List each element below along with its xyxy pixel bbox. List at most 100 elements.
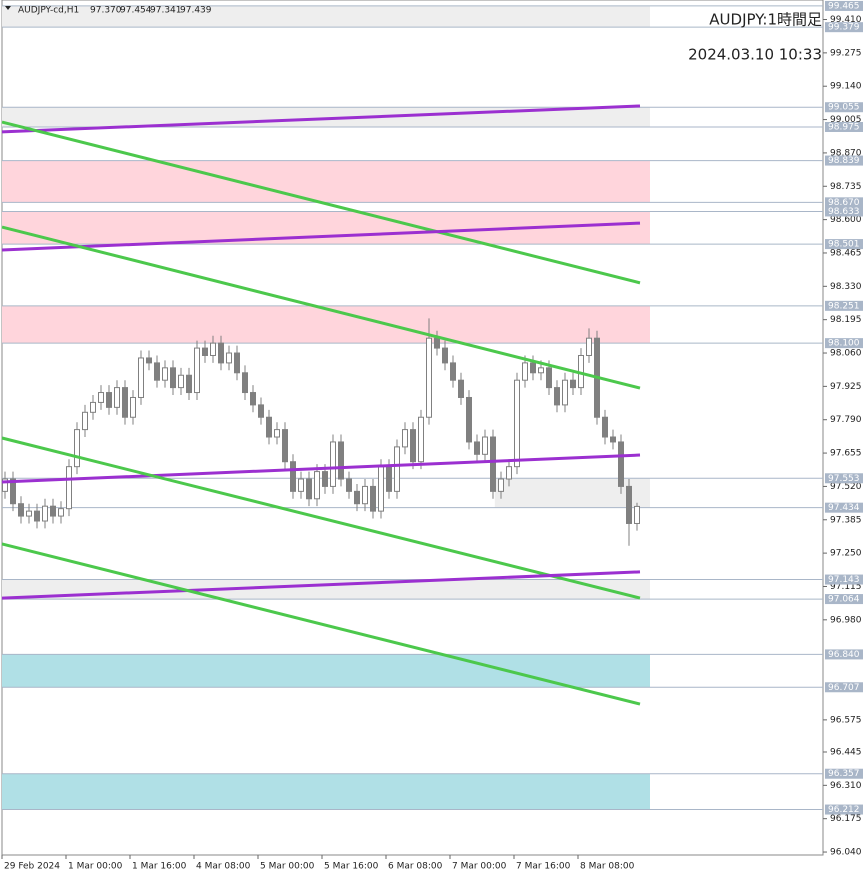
y-tick-label: 97.115 <box>830 582 862 592</box>
trend-line <box>1 436 641 600</box>
candle-body <box>178 374 184 389</box>
y-tick-label: 98.195 <box>830 315 862 325</box>
candle-body <box>10 478 16 505</box>
y-tick-label: 99.005 <box>830 115 862 125</box>
level-label-box <box>825 102 863 113</box>
level-label: 96.357 <box>828 769 860 779</box>
candle-body <box>306 478 312 500</box>
x-tick-label: 4 Mar 08:00 <box>196 862 251 872</box>
zone <box>2 654 650 688</box>
y-tick-label: 96.980 <box>830 615 862 625</box>
level-label-box <box>825 682 863 693</box>
candle-body <box>410 429 416 463</box>
candle-body <box>170 367 176 389</box>
chart-title: AUDJPY:1時間足 <box>709 11 822 29</box>
y-tick-label: 97.790 <box>830 415 862 425</box>
candle-body <box>394 446 400 492</box>
level-label: 97.143 <box>828 575 860 585</box>
candle-body <box>42 505 48 522</box>
candle-body <box>298 478 304 492</box>
candle-body <box>122 387 128 418</box>
level-label-box <box>825 574 863 585</box>
level-label: 97.434 <box>828 503 860 513</box>
y-tick-label: 96.175 <box>830 814 862 824</box>
y-tick-label: 97.655 <box>830 449 862 459</box>
candle-body <box>514 379 520 468</box>
x-tick-label: 1 Mar 16:00 <box>132 862 187 872</box>
candle-body <box>482 436 488 455</box>
symbol: AUDJPY-cd,H1 <box>18 6 79 16</box>
x-tick-label: 7 Mar 16:00 <box>516 862 571 872</box>
level-label: 98.975 <box>828 122 860 132</box>
y-tick-label: 99.410 <box>830 15 862 25</box>
y-tick-label: 96.040 <box>830 848 862 858</box>
candle-body <box>626 485 632 524</box>
level-label: 98.501 <box>828 240 860 250</box>
candle-body <box>338 441 344 480</box>
candle-body <box>82 411 88 431</box>
candle-body <box>570 379 576 389</box>
candle-body <box>138 357 144 398</box>
level-label-box <box>825 197 863 208</box>
trend-line <box>1 570 641 600</box>
candle-body <box>322 471 328 487</box>
candle-body <box>386 466 392 492</box>
candle-body <box>330 441 336 487</box>
level-label-box <box>825 206 863 217</box>
y-tick-label: 99.140 <box>830 82 862 92</box>
ohlc-label: 97.370 <box>90 6 122 16</box>
zone <box>2 773 650 810</box>
candle-body <box>442 347 448 364</box>
x-tick-label: 6 Mar 08:00 <box>388 862 443 872</box>
chart-subtitle: 2024.03.10 10:33 <box>688 46 822 64</box>
candle-body <box>498 478 504 492</box>
candle-body <box>402 429 408 448</box>
x-tick-label: 29 Feb 2024 <box>4 862 60 872</box>
candle-body <box>210 342 216 356</box>
candle-body <box>506 466 512 480</box>
x-tick-label: 1 Mar 00:00 <box>68 862 123 872</box>
y-tick-label: 96.310 <box>830 781 862 791</box>
candle-body <box>50 505 56 517</box>
candle-body <box>18 503 24 517</box>
x-tick-label: 8 Mar 08:00 <box>580 862 635 872</box>
candle-body <box>466 396 472 443</box>
level-label-box <box>825 649 863 660</box>
zone <box>2 160 650 203</box>
candle-body <box>602 416 608 438</box>
ohlc-label: 97.454 <box>120 6 152 16</box>
candle-body <box>562 379 568 406</box>
candle-body <box>290 461 296 492</box>
level-label-box <box>825 768 863 779</box>
level-label-box <box>825 473 863 484</box>
level-label: 98.251 <box>828 301 860 311</box>
candle-body <box>458 379 464 398</box>
y-tick-label: 98.870 <box>830 148 862 158</box>
x-tick-label: 5 Mar 16:00 <box>324 862 379 872</box>
menu-arrow[interactable] <box>5 6 11 10</box>
y-tick-label: 97.385 <box>830 515 862 525</box>
candle-body <box>282 429 288 463</box>
candle-body <box>370 485 376 512</box>
trend-line <box>1 221 641 252</box>
y-tick-label: 98.600 <box>830 215 862 225</box>
candle-body <box>490 436 496 492</box>
candle-body <box>618 441 624 487</box>
candle-body <box>242 372 248 394</box>
level-label: 98.100 <box>828 339 860 349</box>
trend-line <box>1 453 641 484</box>
y-tick-label: 99.275 <box>830 48 862 58</box>
level-label: 99.465 <box>828 1 860 11</box>
level-label-box <box>825 300 863 311</box>
candle-body <box>586 337 592 356</box>
candle-body <box>250 392 256 406</box>
candle-body <box>634 505 640 524</box>
candle-body <box>346 478 352 492</box>
candle-body <box>378 466 384 512</box>
ohlc-label: 97.439 <box>180 6 212 16</box>
candle-body <box>26 510 32 517</box>
trend-line <box>1 120 641 285</box>
level-label: 99.055 <box>828 103 860 113</box>
candle-body <box>258 404 264 418</box>
